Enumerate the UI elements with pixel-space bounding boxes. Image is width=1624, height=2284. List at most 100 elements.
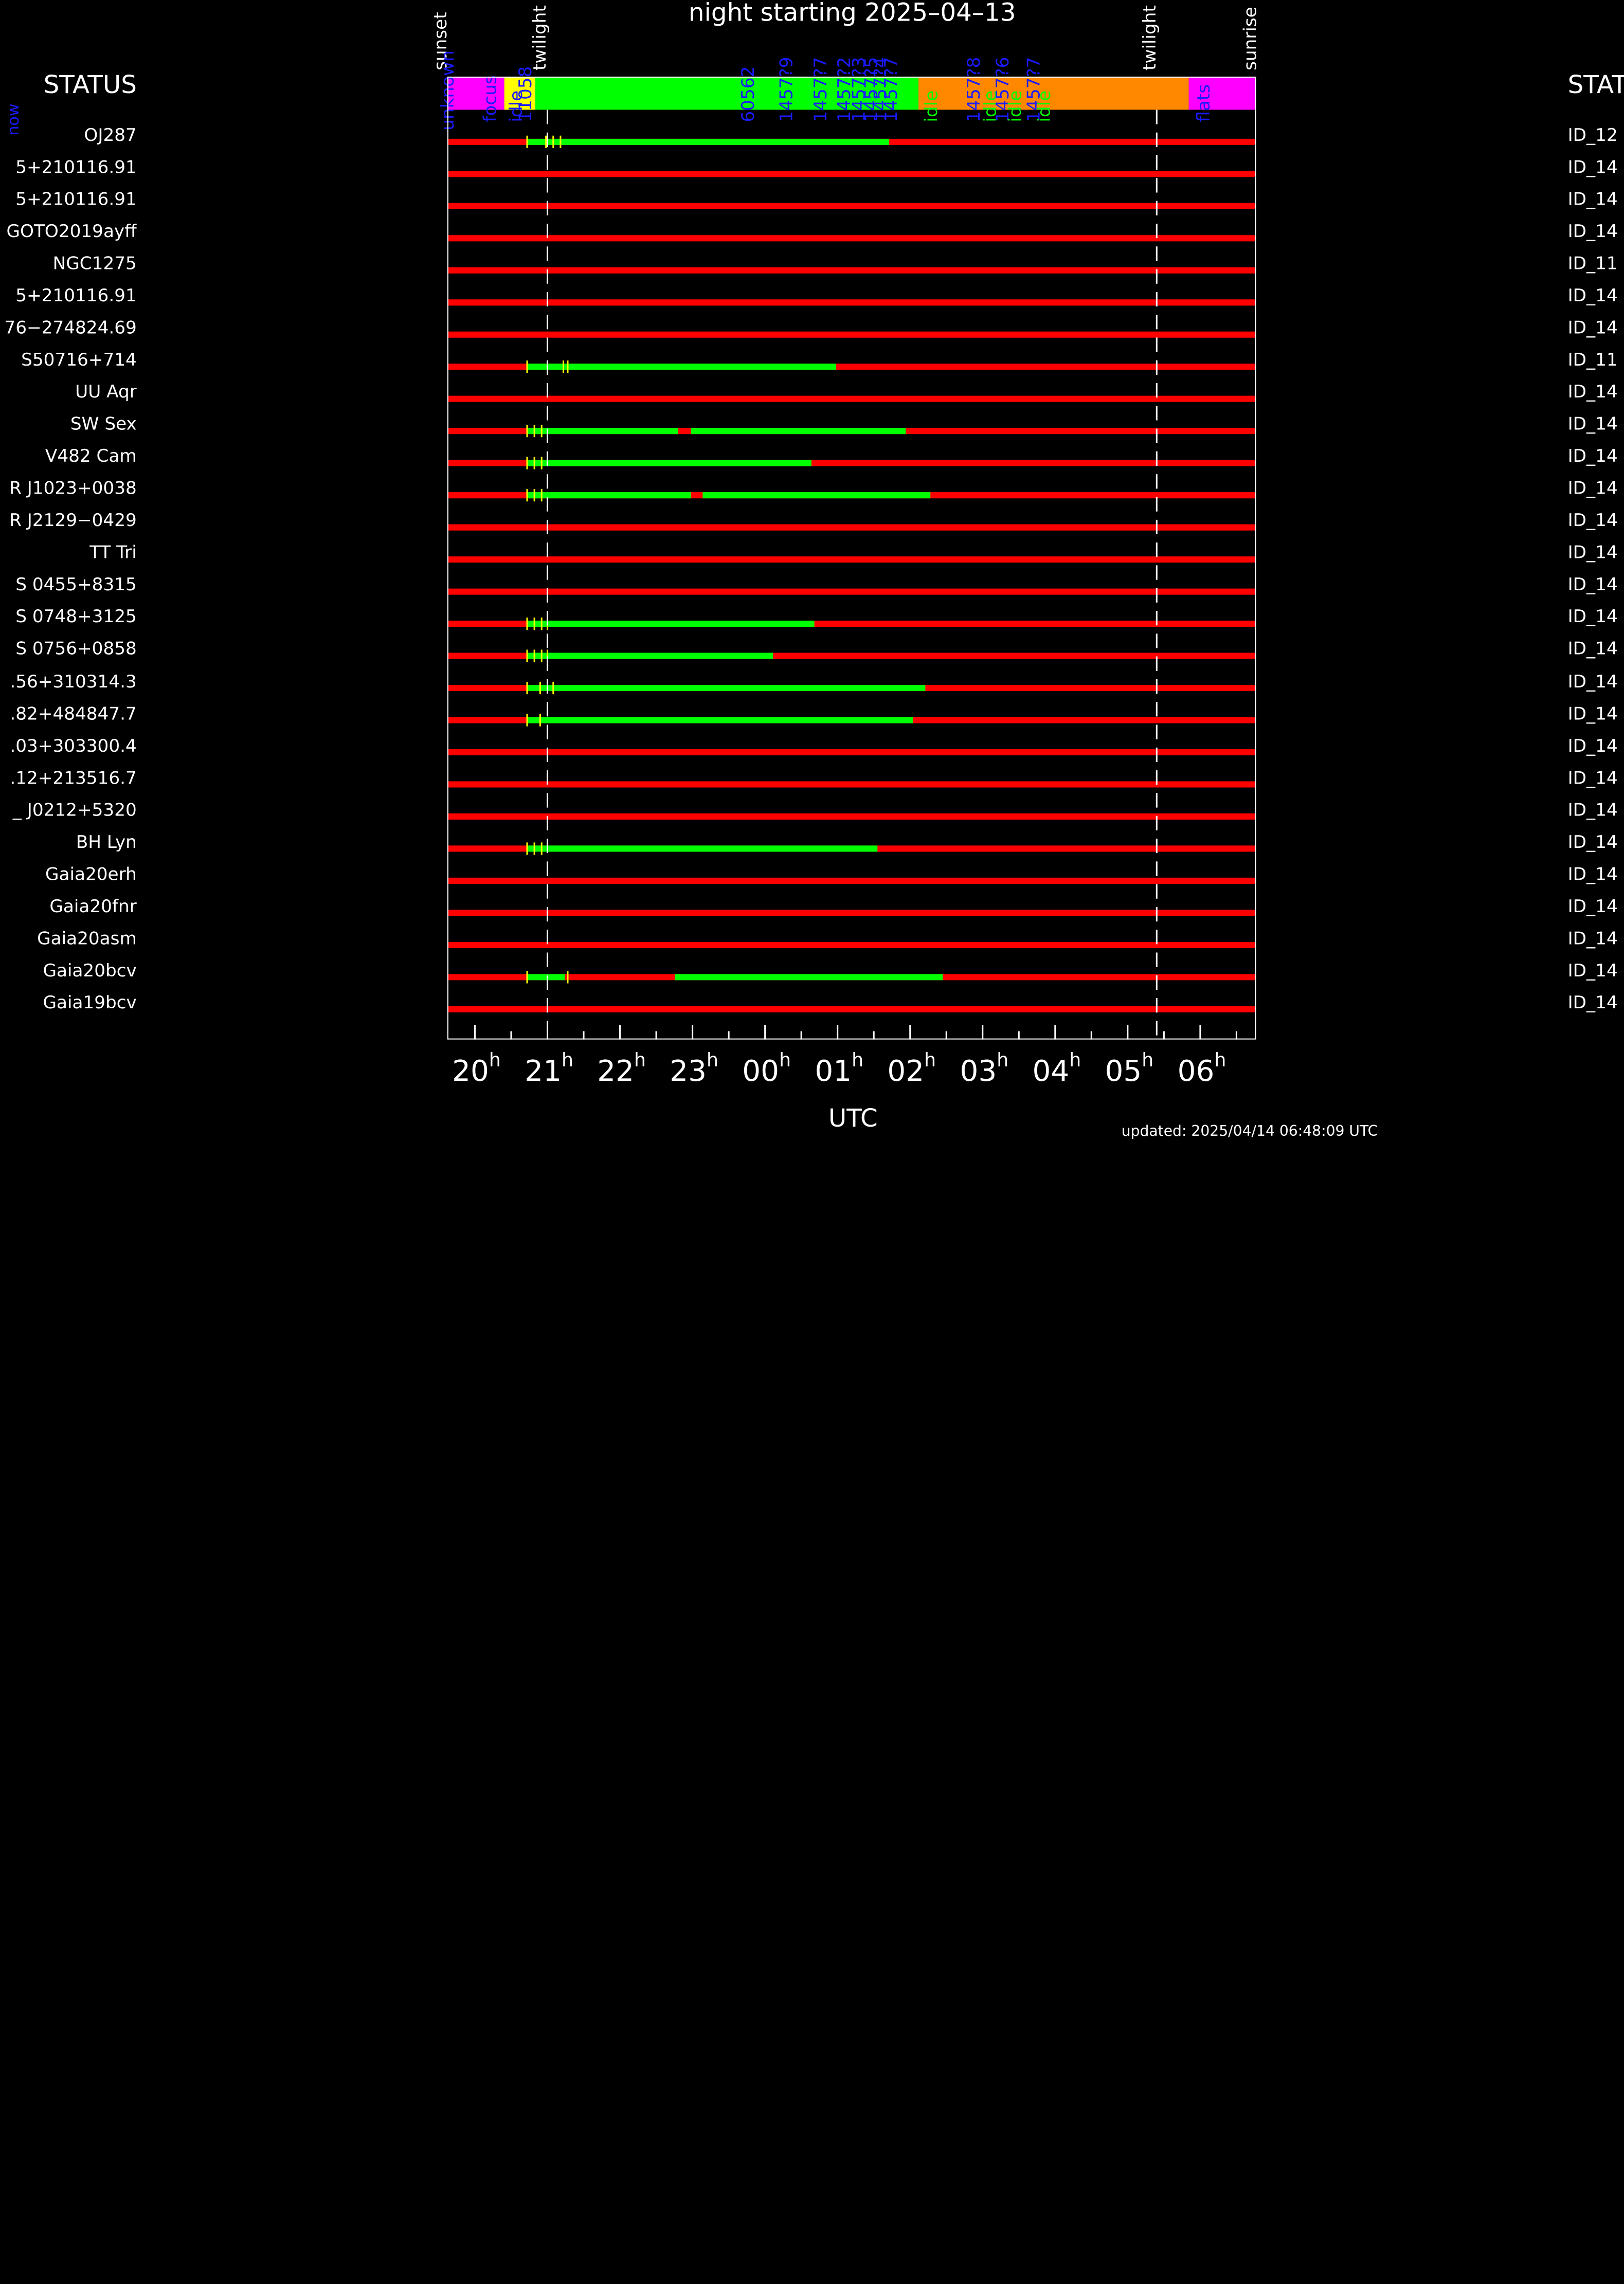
target-name: .12+213516.7 bbox=[10, 768, 137, 789]
time-tick-hour: 20 bbox=[452, 1054, 489, 1089]
target-id: ID_14 bbox=[1567, 896, 1618, 917]
target-id: ID_14 bbox=[1567, 478, 1618, 500]
time-tick-hour: 01 bbox=[815, 1054, 852, 1089]
time-tick-unit: h bbox=[924, 1049, 936, 1072]
time-tick-unit: h bbox=[561, 1049, 573, 1072]
target-id: ID_14 bbox=[1567, 446, 1618, 467]
plot-svg bbox=[447, 110, 1256, 1040]
target-id: ID_14 bbox=[1567, 928, 1618, 949]
time-tick-unit: h bbox=[852, 1049, 864, 1072]
target-id: ID_14 bbox=[1567, 992, 1618, 1013]
target-id: ID_12 bbox=[1567, 125, 1618, 146]
time-tick-hour: 00 bbox=[742, 1054, 780, 1089]
target-name: BH Lyn bbox=[76, 832, 137, 853]
target-id: ID_14 bbox=[1567, 382, 1618, 403]
target-name: 76−274824.69 bbox=[4, 318, 137, 339]
target-name: GOTO2019ayff bbox=[6, 222, 137, 243]
target-name: .82+484847.7 bbox=[10, 703, 137, 724]
time-tick-hour: 23 bbox=[670, 1054, 707, 1089]
target-id: ID_14 bbox=[1567, 222, 1618, 243]
time-tick-hour: 05 bbox=[1105, 1054, 1142, 1089]
target-id: ID_14 bbox=[1567, 157, 1618, 178]
time-tick-hour: 02 bbox=[887, 1054, 925, 1089]
target-name: Gaia19bcv bbox=[43, 992, 137, 1013]
time-tick-label: 02h bbox=[887, 1050, 936, 1089]
time-tick-hour: 03 bbox=[960, 1054, 997, 1089]
target-name: S 0748+3125 bbox=[15, 607, 137, 628]
time-tick-label: 00h bbox=[742, 1050, 791, 1089]
time-ticks bbox=[474, 1025, 1237, 1040]
target-name: 5+210116.91 bbox=[15, 157, 137, 178]
target-name: Gaia20asm bbox=[37, 928, 137, 949]
target-name: TT Tri bbox=[89, 542, 137, 564]
target-id: ID_14 bbox=[1567, 511, 1618, 532]
time-tick-label: 05h bbox=[1105, 1050, 1154, 1089]
schedule-segment-flats bbox=[1188, 77, 1256, 110]
time-tick-hour: 04 bbox=[1032, 1054, 1070, 1089]
time-tick-unit: h bbox=[1069, 1049, 1081, 1072]
page-title: night starting 2025–04–13 bbox=[688, 0, 1016, 27]
time-tick-label: 04h bbox=[1032, 1050, 1081, 1089]
time-tick-label: 22h bbox=[597, 1050, 646, 1089]
target-id: ID_14 bbox=[1567, 414, 1618, 436]
target-id: ID_14 bbox=[1567, 703, 1618, 724]
schedule-segment-unknown bbox=[447, 77, 504, 110]
target-id: ID_14 bbox=[1567, 189, 1618, 210]
target-id: ID_14 bbox=[1567, 735, 1618, 757]
target-name: R J2129−0429 bbox=[9, 511, 137, 532]
target-id: ID_14 bbox=[1567, 639, 1618, 660]
target-name: _ J0212+5320 bbox=[12, 800, 137, 821]
status-header-right: STATUS bbox=[1567, 70, 1624, 100]
target-id: ID_14 bbox=[1567, 832, 1618, 853]
time-tick-label: 03h bbox=[960, 1050, 1008, 1089]
target-name: Gaia20bcv bbox=[43, 960, 137, 982]
target-id: ID_11 bbox=[1567, 350, 1618, 371]
target-name: .03+303300.4 bbox=[10, 735, 137, 757]
target-rows bbox=[447, 135, 1256, 1012]
target-id: ID_14 bbox=[1567, 864, 1618, 885]
target-id: ID_14 bbox=[1567, 800, 1618, 821]
x-axis-label: UTC bbox=[828, 1103, 878, 1133]
target-id: ID_14 bbox=[1567, 542, 1618, 564]
target-id: ID_14 bbox=[1567, 960, 1618, 982]
target-name: SW Sex bbox=[70, 414, 137, 436]
time-tick-unit: h bbox=[997, 1049, 1009, 1072]
schedule-segment-focus bbox=[504, 77, 536, 110]
time-tick-hour: 22 bbox=[597, 1054, 635, 1089]
target-id: ID_14 bbox=[1567, 575, 1618, 596]
target-id: ID_11 bbox=[1567, 253, 1618, 275]
time-tick-unit: h bbox=[707, 1049, 719, 1072]
target-name: OJ287 bbox=[84, 125, 137, 146]
target-id: ID_14 bbox=[1567, 286, 1618, 307]
status-header-left: STATUS bbox=[43, 70, 137, 100]
updated-timestamp: updated: 2025/04/14 06:48:09 UTC bbox=[1121, 1123, 1378, 1140]
target-name: NGC1275 bbox=[52, 253, 137, 275]
target-name: 5+210116.91 bbox=[15, 286, 137, 307]
target-id: ID_14 bbox=[1567, 318, 1618, 339]
time-tick-unit: h bbox=[634, 1049, 646, 1072]
time-tick-label: 01h bbox=[815, 1050, 863, 1089]
target-name: 5+210116.91 bbox=[15, 189, 137, 210]
time-tick-label: 21h bbox=[525, 1050, 573, 1089]
time-tick-label: 20h bbox=[452, 1050, 501, 1089]
target-name: R J1023+0038 bbox=[9, 478, 137, 500]
time-tick-hour: 21 bbox=[525, 1054, 562, 1089]
target-name: Gaia20fnr bbox=[49, 896, 137, 917]
target-name: S50716+714 bbox=[21, 350, 137, 371]
event-lines bbox=[547, 110, 1158, 1040]
target-id: ID_14 bbox=[1567, 671, 1618, 693]
time-tick-unit: h bbox=[1142, 1049, 1154, 1072]
target-id: ID_14 bbox=[1567, 768, 1618, 789]
time-tick-label: 06h bbox=[1178, 1050, 1226, 1089]
time-tick-unit: h bbox=[489, 1049, 501, 1072]
time-tick-unit: h bbox=[779, 1049, 791, 1072]
target-name: S 0756+0858 bbox=[15, 639, 137, 660]
target-name: .56+310314.3 bbox=[10, 671, 137, 693]
target-name: S 0455+8315 bbox=[15, 575, 137, 596]
time-tick-label: 23h bbox=[670, 1050, 718, 1089]
schedule-segment-morning bbox=[918, 77, 1189, 110]
target-name: V482 Cam bbox=[45, 446, 137, 467]
schedule-segment-night bbox=[535, 77, 919, 110]
plot-frame bbox=[447, 77, 1256, 1040]
target-name: UU Aqr bbox=[75, 382, 137, 403]
